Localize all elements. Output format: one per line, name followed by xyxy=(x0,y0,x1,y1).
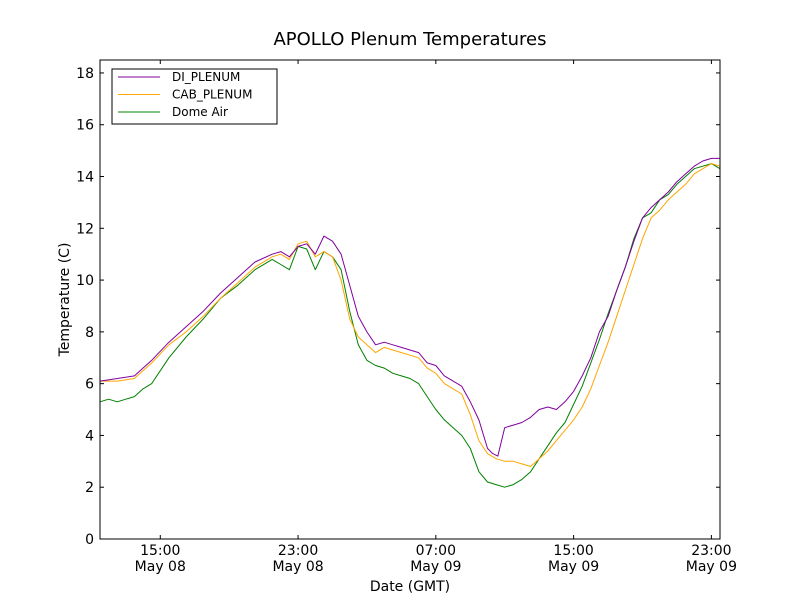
y-tick-label: 16 xyxy=(76,118,94,134)
series-line-cab-plenum xyxy=(100,163,721,467)
y-tick-label: 8 xyxy=(85,325,94,341)
x-tick-date-label: May 09 xyxy=(548,559,599,575)
plot-lines xyxy=(99,157,721,488)
x-tick-time-label: 15:00 xyxy=(140,543,180,559)
x-tick-time-label: 23:00 xyxy=(691,543,731,559)
x-tick-time-label: 15:00 xyxy=(553,543,593,559)
legend: DI_PLENUM CAB_PLENUM Dome Air xyxy=(111,68,278,125)
series-line-di-plenum xyxy=(99,157,720,457)
x-axis-label: Date (GMT) xyxy=(370,579,450,595)
y-tick-label: 6 xyxy=(85,377,94,393)
y-axis: 0 2 4 6 8 10 12 14 16 18 xyxy=(76,66,720,548)
y-tick-label: 10 xyxy=(76,273,94,289)
y-tick-label: 12 xyxy=(76,221,94,237)
y-axis-label: Temperature (C) xyxy=(57,243,73,358)
chart-title: APOLLO Plenum Temperatures xyxy=(273,29,546,50)
y-tick-label: 18 xyxy=(76,66,94,82)
x-tick-time-label: 23:00 xyxy=(278,543,318,559)
x-tick-date-label: May 09 xyxy=(410,559,461,575)
legend-label: Dome Air xyxy=(172,105,228,119)
x-tick-date-label: May 09 xyxy=(686,559,737,575)
legend-label: DI_PLENUM xyxy=(172,70,240,84)
x-tick-date-label: May 08 xyxy=(272,559,323,575)
legend-label: CAB_PLENUM xyxy=(172,88,252,102)
y-tick-label: 4 xyxy=(85,428,94,444)
y-tick-label: 14 xyxy=(76,170,94,186)
legend-box xyxy=(111,68,278,125)
plot-frame xyxy=(99,59,721,540)
x-tick-date-label: May 08 xyxy=(135,559,186,575)
y-tick-label: 2 xyxy=(85,480,94,496)
x-tick-time-label: 07:00 xyxy=(416,543,456,559)
y-tick-label: 0 xyxy=(85,532,94,548)
